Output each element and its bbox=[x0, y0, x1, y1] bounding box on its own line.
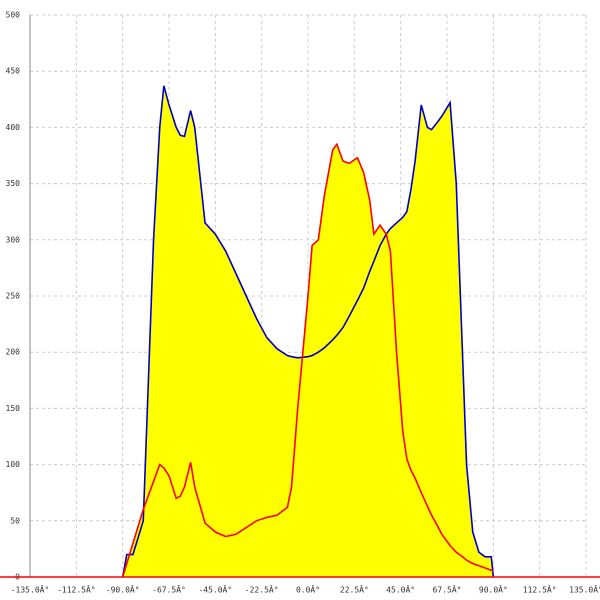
x-tick-label: 90.0Â° bbox=[479, 584, 508, 595]
y-tick-label: 150 bbox=[6, 404, 21, 413]
y-tick-label: 100 bbox=[6, 460, 21, 469]
y-tick-label: 400 bbox=[6, 123, 21, 132]
x-tick-label: 0.0Â° bbox=[296, 584, 320, 595]
x-tick-label: -90.0Â° bbox=[106, 584, 140, 595]
y-tick-label: 50 bbox=[10, 516, 20, 525]
y-tick-label: 450 bbox=[6, 67, 21, 76]
y-tick-label: 300 bbox=[6, 235, 21, 244]
y-tick-label: 500 bbox=[6, 11, 21, 20]
series-line bbox=[121, 85, 495, 578]
x-tick-label: -22.5Â° bbox=[245, 584, 279, 595]
x-tick-label: 22.5Â° bbox=[340, 584, 369, 595]
y-tick-label: 200 bbox=[6, 348, 21, 357]
x-tick-label: -67.5Â° bbox=[152, 584, 186, 595]
area bbox=[122, 144, 494, 577]
x-tick-label: -45.0Â° bbox=[198, 584, 232, 595]
x-tick-label: -112.5Â° bbox=[57, 584, 96, 595]
y-tick-label: 250 bbox=[6, 292, 21, 301]
x-tick-label: -135.0Â° bbox=[11, 584, 50, 595]
series-line bbox=[121, 142, 494, 578]
x-tick-label: 45.0Â° bbox=[386, 584, 415, 595]
x-tick-label: 112.5Â° bbox=[523, 584, 557, 595]
x-tick-label: 135.0Â° bbox=[569, 584, 600, 595]
x-tick-label: 67.5Â° bbox=[433, 584, 462, 595]
y-tick-label: 350 bbox=[6, 179, 21, 188]
